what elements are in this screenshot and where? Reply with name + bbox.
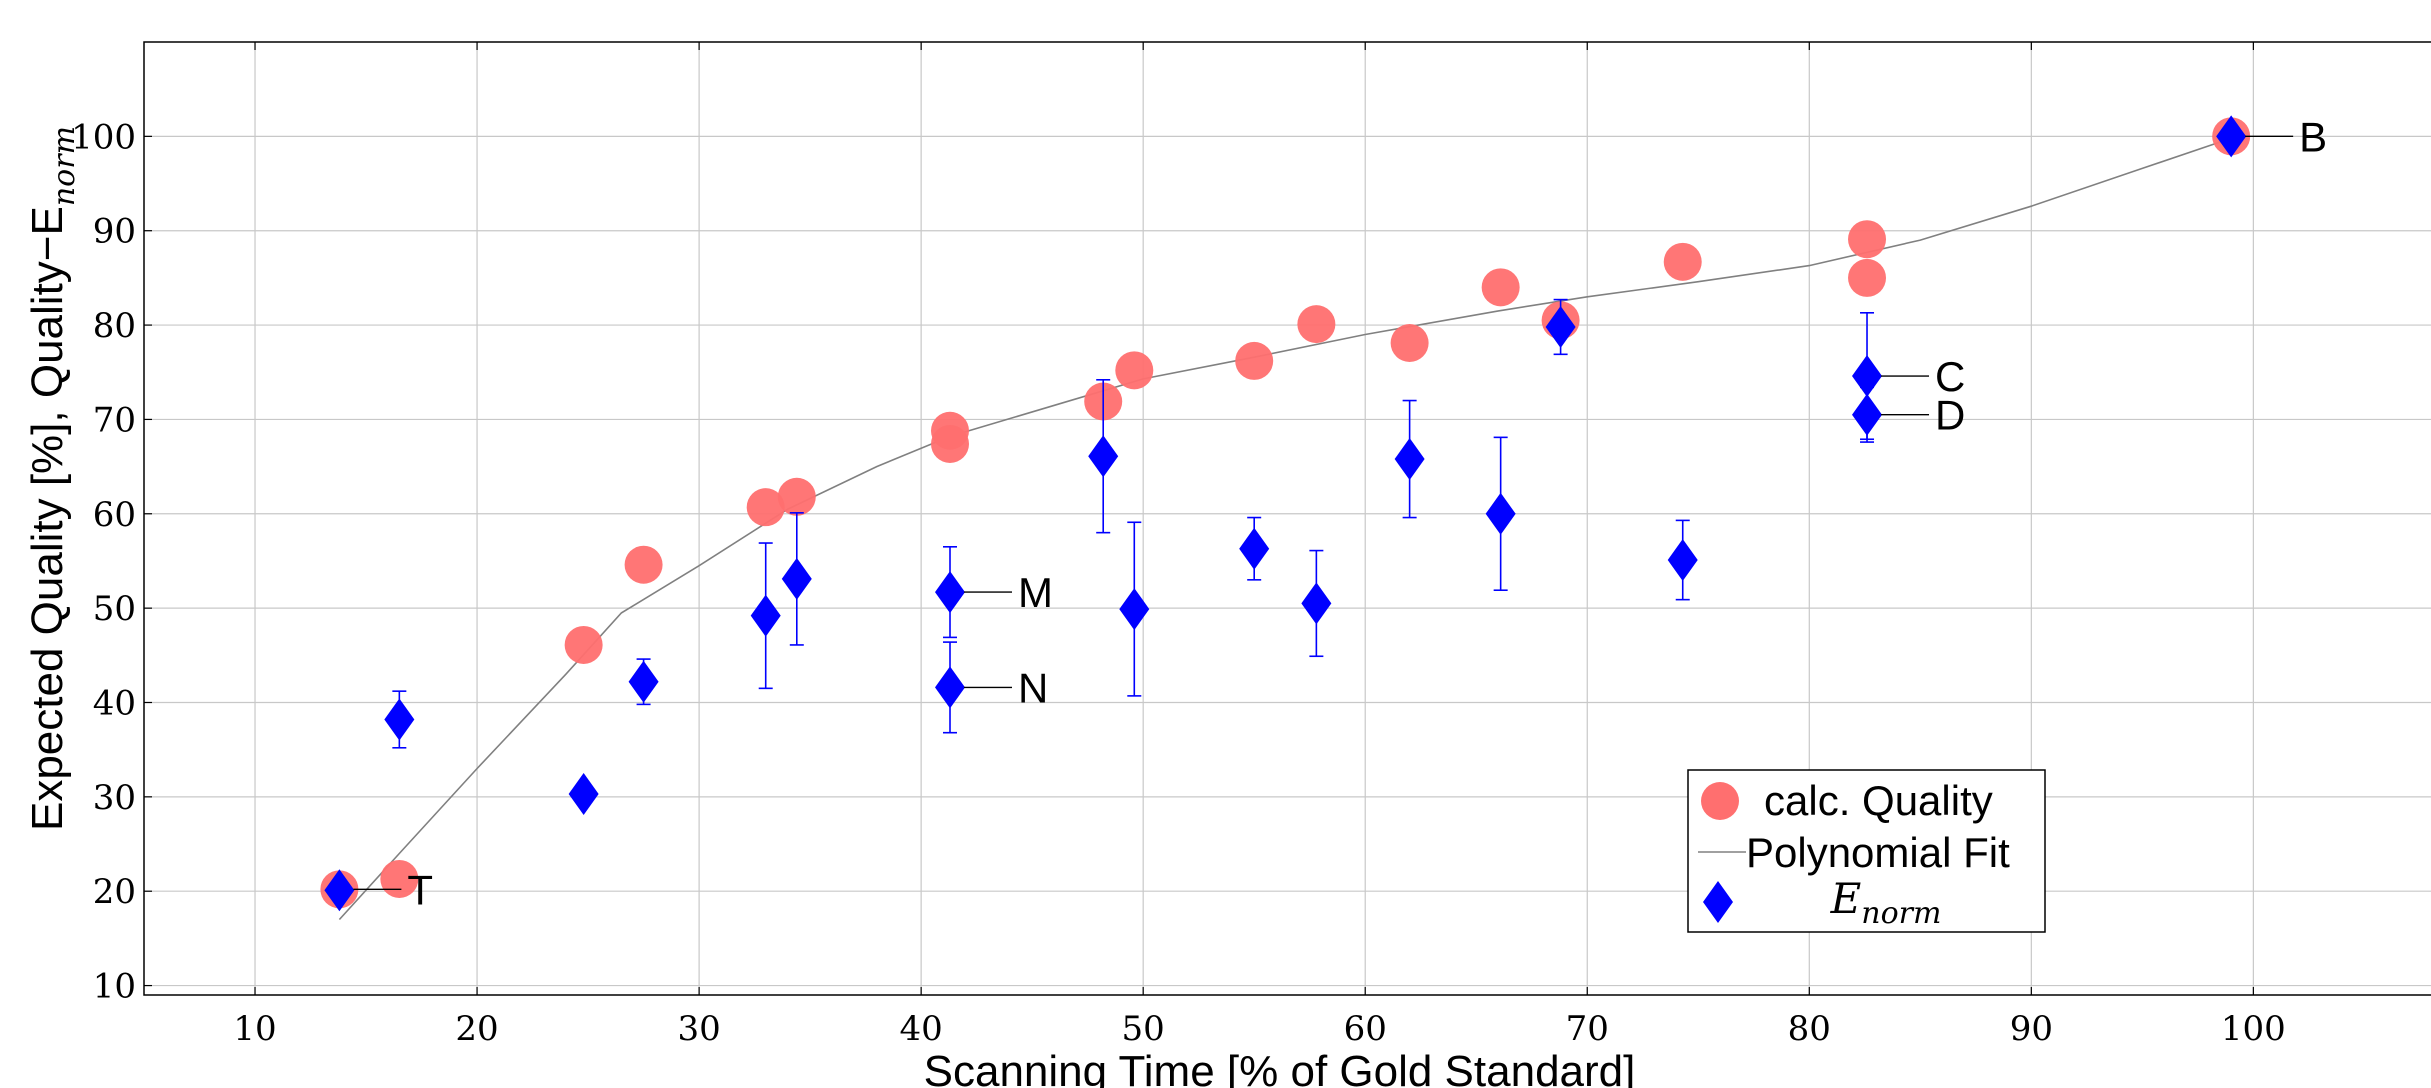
calc-quality-point (380, 859, 419, 898)
x-tick-label: 20 (455, 1009, 498, 1049)
enorm-point (1119, 588, 1150, 631)
y-tick-label: 40 (93, 683, 136, 723)
calc-quality-point (624, 545, 663, 584)
calc-quality-point (746, 488, 785, 527)
y-axis-title-main: Expected Quality [%], Quality−E (23, 206, 72, 831)
legend-label-enorm-main: E (1830, 874, 1862, 923)
enorm-point (935, 666, 966, 709)
calc-quality-point (1235, 341, 1274, 380)
calc-quality-point (1848, 258, 1887, 297)
annotation-label: C (1935, 353, 1965, 400)
legend-marker-calc-quality (1701, 782, 1739, 820)
legend-label-polynomial-fit: Polynomial Fit (1746, 829, 2010, 876)
plot-area-frame (143, 41, 2431, 996)
x-axis-title: Scanning Time [% of Gold Standard] (924, 1047, 1636, 1088)
y-tick-label: 70 (93, 400, 136, 440)
x-tick-label: 10 (233, 1009, 276, 1049)
x-tick-label: 60 (1344, 1009, 1387, 1049)
legend-marker-enorm (1703, 881, 1733, 923)
y-tick-label: 20 (93, 872, 136, 912)
calc-quality-point (1297, 305, 1336, 344)
enorm-point (935, 571, 966, 614)
calc-quality-point (931, 424, 970, 463)
calc-quality-point (1663, 242, 1702, 281)
legend-label-calc-quality: calc. Quality (1764, 777, 1993, 824)
enorm-point (628, 660, 659, 703)
annotation-label: M (1018, 569, 1053, 616)
legend-label-enorm: Enorm (1830, 874, 1942, 931)
annotation-label: B (2299, 113, 2327, 160)
x-tick-label: 50 (1122, 1009, 1165, 1049)
y-axis-title-subscript: norm (47, 126, 82, 206)
enorm-point (384, 698, 415, 741)
enorm-point (2216, 115, 2247, 158)
enorm-point (1667, 539, 1698, 582)
calc-quality-series (320, 117, 2251, 909)
y-tick-label: 30 (93, 778, 136, 818)
y-tick-label: 80 (93, 306, 136, 346)
legend-label-enorm-sub: norm (1861, 896, 1941, 931)
enorm-point (1485, 492, 1516, 535)
annotation-label: N (1018, 664, 1048, 711)
enorm-point (781, 557, 812, 600)
y-tick-label: 10 (93, 967, 136, 1007)
y-tick-label: 50 (93, 589, 136, 629)
enorm-point (1852, 393, 1883, 436)
enorm-point (1239, 527, 1270, 570)
enorm-point (1545, 305, 1576, 348)
legend-box (1687, 769, 2046, 933)
grid (144, 42, 2431, 995)
calc-quality-point (1848, 220, 1887, 259)
y-tick-label: 90 (93, 212, 136, 252)
enorm-point (568, 773, 599, 816)
y-axis-title: Expected Quality [%], Quality−Enorm (23, 126, 82, 831)
calc-quality-point (1115, 351, 1154, 390)
calc-quality-point (1481, 268, 1520, 307)
point-annotations: T M N CD B (353, 113, 2327, 913)
x-tick-label: 90 (2010, 1009, 2053, 1049)
enorm-point (1852, 355, 1883, 398)
x-tick-label: 80 (1788, 1009, 1831, 1049)
x-tick-label: 100 (2221, 1009, 2286, 1049)
enorm-point (750, 594, 781, 637)
enorm-series (324, 115, 2247, 912)
x-tick-label: 70 (1566, 1009, 1609, 1049)
enorm-point (1301, 582, 1332, 625)
calc-quality-point (1390, 323, 1429, 362)
legend: calc. Quality Polynomial Fit Enorm (1687, 769, 2046, 933)
enorm-point (1394, 438, 1425, 481)
calc-quality-point (564, 625, 603, 664)
annotation-label: T (407, 866, 433, 913)
y-tick-label: 100 (71, 117, 136, 157)
x-tick-label: 40 (900, 1009, 943, 1049)
annotation-label: D (1935, 392, 1965, 439)
axis-ticks: 10 20 30 40 50 60 70 80 90 100 10 20 30 40 50 60 70 80 90 1… (71, 42, 2286, 1049)
calc-quality-point (777, 477, 816, 516)
enorm-point (1088, 435, 1119, 478)
x-tick-label: 30 (677, 1009, 720, 1049)
enorm-point (324, 869, 355, 912)
y-tick-label: 60 (93, 495, 136, 535)
